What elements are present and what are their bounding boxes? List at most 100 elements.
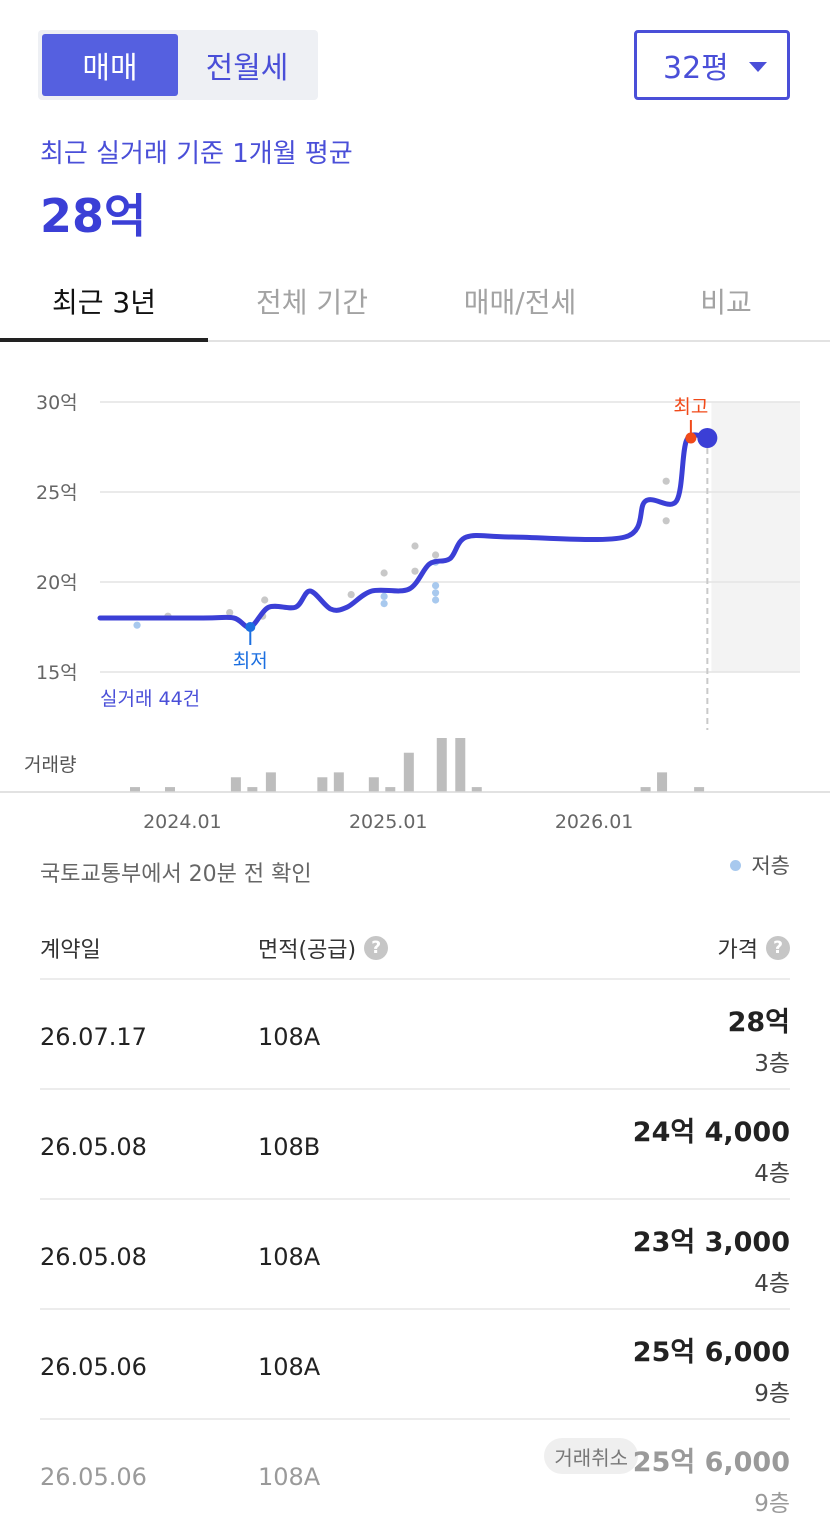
- row-date: 26.05.06: [40, 1353, 147, 1381]
- volume-bar: [694, 787, 705, 792]
- row-area: 108B: [258, 1133, 321, 1161]
- row-price: 28억: [727, 1007, 790, 1038]
- row-price: 23억 3,000: [632, 1227, 790, 1258]
- header-price-label: 가격: [717, 938, 758, 963]
- period-tabs: 최근 3년 전체 기간 매매/전세 비교: [0, 262, 830, 342]
- volume-bar: [403, 752, 414, 792]
- low-floor-point: [431, 596, 440, 604]
- volume-label: 거래량: [24, 754, 76, 776]
- active-tab-indicator: [0, 338, 208, 342]
- trade-point: [411, 567, 419, 575]
- high-marker-label: 최고: [673, 396, 708, 418]
- volume-bar: [471, 787, 482, 792]
- future-region: [711, 402, 800, 672]
- high-marker-point: [685, 432, 697, 444]
- average-price: 28억: [40, 189, 147, 243]
- low-floor-point: [380, 600, 388, 608]
- volume-bar: [165, 787, 175, 792]
- low-floor-legend-label: 저층: [751, 854, 790, 878]
- trade-point: [662, 517, 670, 525]
- x-tick-label: 2026.01: [555, 811, 634, 833]
- canceled-badge: 거래취소: [544, 1438, 638, 1474]
- x-tick-label: 2025.01: [349, 811, 428, 833]
- row-date: 26.07.17: [40, 1023, 147, 1051]
- header-area: 면적(공급) ?: [258, 932, 389, 964]
- caret-down-icon: [749, 62, 767, 72]
- row-floor: 9층: [754, 1491, 790, 1517]
- header-date: 계약일: [40, 932, 101, 964]
- low-floor-point: [431, 589, 440, 597]
- trade-point: [380, 569, 388, 577]
- sale-tab-button[interactable]: 매매: [42, 34, 178, 96]
- header-date-label: 계약일: [40, 938, 101, 963]
- table-row[interactable]: 26.05.06 108A 거래취소 25억 6,000 9층: [40, 1420, 790, 1530]
- table-row[interactable]: 26.05.08 108A 23억 3,000 4층: [40, 1200, 790, 1310]
- low-marker-point: [245, 622, 256, 632]
- table-row[interactable]: 26.07.17 108A 28억 3층: [40, 980, 790, 1090]
- volume-bar: [130, 787, 140, 792]
- area-select[interactable]: 32평: [634, 30, 790, 100]
- volume-bar: [230, 777, 241, 792]
- table-row[interactable]: 26.05.06 108A 25억 6,000 9층: [40, 1310, 790, 1420]
- trade-type-segment: 매매 전월세: [38, 30, 318, 100]
- row-floor: 3층: [754, 1051, 790, 1077]
- volume-bar: [265, 772, 276, 792]
- y-tick-label: 15억: [36, 662, 78, 684]
- source-note: 국토교통부에서 20분 전 확인: [40, 862, 312, 887]
- y-tick-label: 20억: [36, 572, 78, 594]
- average-label: 최근 실거래 기준 1개월 평균: [40, 139, 353, 169]
- price-help-icon[interactable]: ?: [766, 936, 790, 960]
- trade-point: [431, 551, 440, 559]
- volume-bar: [657, 772, 668, 792]
- volume-bar: [333, 772, 344, 792]
- low-floor-point: [380, 592, 388, 600]
- row-area: 108A: [258, 1463, 321, 1491]
- area-select-value: 32평: [663, 51, 729, 86]
- header-divider: [40, 978, 790, 980]
- tab-compare[interactable]: 비교: [700, 286, 752, 319]
- trade-point: [662, 477, 670, 485]
- volume-bar: [368, 777, 379, 792]
- row-area: 108A: [258, 1243, 321, 1271]
- low-marker-label: 최저: [233, 650, 268, 672]
- low-floor-legend: 저층: [730, 850, 790, 880]
- row-area: 108A: [258, 1023, 321, 1051]
- volume-bar: [317, 777, 328, 792]
- header-price: 가격 ?: [718, 932, 790, 964]
- volume-bar: [247, 787, 258, 792]
- trade-point: [347, 591, 355, 599]
- area-help-icon[interactable]: ?: [364, 936, 389, 960]
- low-floor-point: [431, 582, 440, 590]
- trade-point: [261, 596, 269, 604]
- rent-tab-button[interactable]: 전월세: [205, 51, 289, 86]
- volume-bar: [436, 738, 447, 792]
- y-tick-label: 25억: [36, 482, 78, 504]
- row-date: 26.05.06: [40, 1463, 147, 1491]
- low-floor-point: [133, 621, 141, 629]
- row-date: 26.05.08: [40, 1243, 147, 1271]
- tab-recent-3y[interactable]: 최근 3년: [52, 286, 156, 319]
- tab-sale-jeonse[interactable]: 매매/전세: [463, 286, 577, 319]
- price-trend-line: [97, 432, 710, 630]
- trade-point: [411, 542, 419, 550]
- volume-bar: [455, 738, 466, 792]
- tab-all-period[interactable]: 전체 기간: [256, 286, 368, 319]
- row-floor: 9층: [754, 1381, 790, 1407]
- low-floor-dot-icon: [730, 859, 742, 871]
- row-date: 26.05.08: [40, 1133, 147, 1161]
- row-price: 25억 6,000: [632, 1447, 790, 1478]
- table-row[interactable]: 26.05.08 108B 24억 4,000 4층: [40, 1090, 790, 1200]
- trade-count-label: 실거래 44건: [100, 688, 200, 710]
- row-price: 25억 6,000: [632, 1337, 790, 1368]
- row-floor: 4층: [754, 1161, 790, 1187]
- row-area: 108A: [258, 1353, 321, 1381]
- x-tick-label: 2024.01: [143, 811, 222, 833]
- row-floor: 4층: [754, 1271, 790, 1297]
- volume-bar: [385, 787, 396, 792]
- y-tick-label: 30억: [36, 392, 78, 414]
- current-price-marker: [697, 428, 718, 448]
- row-price: 24억 4,000: [632, 1117, 790, 1148]
- volume-bar: [640, 787, 651, 792]
- header-area-label: 면적(공급): [258, 938, 357, 963]
